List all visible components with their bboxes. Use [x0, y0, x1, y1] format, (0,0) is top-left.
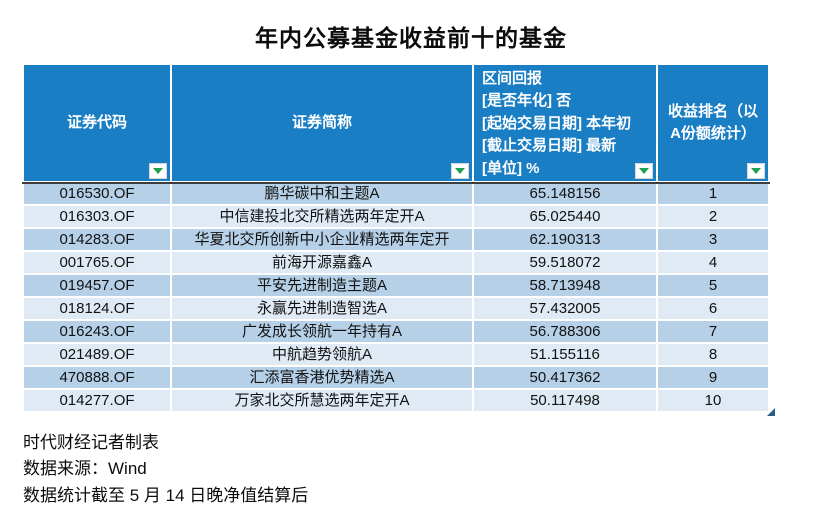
- cell-name: 永赢先进制造智选A: [172, 298, 472, 319]
- return-header-line: [起始交易日期] 本年初: [482, 114, 632, 132]
- cell-code: 021489.OF: [24, 344, 170, 365]
- cell-rank: 2: [658, 206, 768, 227]
- table-row: 019457.OF 平安先进制造主题A 58.713948 5: [24, 275, 768, 296]
- cell-return: 57.432005: [474, 298, 656, 319]
- filter-arrow-icon: [639, 168, 649, 174]
- cell-return: 50.117498: [474, 390, 656, 411]
- header-row: 证券代码 证券简称 区间回报 [是否年化] 否 [起始交易日期] 本年初 [截止…: [24, 65, 768, 181]
- cell-code: 014283.OF: [24, 229, 170, 250]
- filter-button-code[interactable]: [149, 163, 167, 179]
- cell-return: 51.155116: [474, 344, 656, 365]
- header-bottom-border: [22, 182, 770, 184]
- cell-code: 016530.OF: [24, 183, 170, 204]
- cell-rank: 1: [658, 183, 768, 204]
- fund-table-container: 证券代码 证券简称 区间回报 [是否年化] 否 [起始交易日期] 本年初 [截止…: [22, 63, 775, 416]
- table-row: 001765.OF 前海开源嘉鑫A 59.518072 4: [24, 252, 768, 273]
- cell-rank: 6: [658, 298, 768, 319]
- filter-button-return[interactable]: [635, 163, 653, 179]
- table-row: 016243.OF 广发成长领航一年持有A 56.788306 7: [24, 321, 768, 342]
- cell-rank: 7: [658, 321, 768, 342]
- return-header-line: 区间回报: [482, 70, 543, 87]
- cell-return: 56.788306: [474, 321, 656, 342]
- cell-code: 019457.OF: [24, 275, 170, 296]
- filter-arrow-icon: [751, 168, 761, 174]
- cell-return: 65.025440: [474, 206, 656, 227]
- filter-arrow-icon: [153, 168, 163, 174]
- fill-handle-icon[interactable]: [767, 408, 775, 416]
- cell-name: 汇添富香港优势精选A: [172, 367, 472, 388]
- table-row: 018124.OF 永赢先进制造智选A 57.432005 6: [24, 298, 768, 319]
- return-header-line: [截止交易日期] 最新: [482, 137, 617, 155]
- table-row: 014277.OF 万家北交所慧选两年定开A 50.117498 10: [24, 390, 768, 411]
- cell-name: 广发成长领航一年持有A: [172, 321, 472, 342]
- cell-name: 中航趋势领航A: [172, 344, 472, 365]
- cell-name: 中信建投北交所精选两年定开A: [172, 206, 472, 227]
- cell-return: 65.148156: [474, 183, 656, 204]
- cell-code: 018124.OF: [24, 298, 170, 319]
- filter-button-rank[interactable]: [747, 163, 765, 179]
- column-header-name: 证券简称: [172, 65, 472, 181]
- table-row: 021489.OF 中航趋势领航A 51.155116 8: [24, 344, 768, 365]
- cell-return: 59.518072: [474, 252, 656, 273]
- table-row: 016303.OF 中信建投北交所精选两年定开A 65.025440 2: [24, 206, 768, 227]
- table-row: 470888.OF 汇添富香港优势精选A 50.417362 9: [24, 367, 768, 388]
- filter-arrow-icon: [455, 168, 465, 174]
- cell-code: 470888.OF: [24, 367, 170, 388]
- return-header-line: [单位] %: [482, 159, 540, 177]
- cell-name: 鹏华碳中和主题A: [172, 183, 472, 204]
- footer-cutoff: 数据统计截至 5 月 14 日晚净值结算后: [23, 485, 309, 505]
- cell-name: 前海开源嘉鑫A: [172, 252, 472, 273]
- cell-name: 万家北交所慧选两年定开A: [172, 390, 472, 411]
- rank-header-line2: A份额统计）: [670, 125, 756, 142]
- cell-rank: 10: [658, 390, 768, 411]
- cell-rank: 8: [658, 344, 768, 365]
- cell-return: 58.713948: [474, 275, 656, 296]
- cell-code: 016303.OF: [24, 206, 170, 227]
- column-header-name-label: 证券简称: [291, 114, 352, 131]
- cell-return: 62.190313: [474, 229, 656, 250]
- cell-rank: 9: [658, 367, 768, 388]
- column-header-return: 区间回报 [是否年化] 否 [起始交易日期] 本年初 [截止交易日期] 最新 […: [474, 65, 656, 181]
- cell-name: 平安先进制造主题A: [172, 275, 472, 296]
- column-header-rank: 收益排名（以 A份额统计）: [658, 65, 768, 181]
- cell-code: 016243.OF: [24, 321, 170, 342]
- cell-rank: 3: [658, 229, 768, 250]
- cell-code: 014277.OF: [24, 390, 170, 411]
- fund-table: 证券代码 证券简称 区间回报 [是否年化] 否 [起始交易日期] 本年初 [截止…: [22, 63, 770, 413]
- cell-rank: 5: [658, 275, 768, 296]
- page-title: 年内公募基金收益前十的基金: [255, 25, 567, 51]
- column-header-code-label: 证券代码: [66, 114, 127, 131]
- return-header-line: [是否年化] 否: [482, 92, 572, 110]
- table-notes: 时代财经记者制表 数据来源：Wind 数据统计截至 5 月 14 日晚净值结算后: [23, 430, 308, 509]
- column-header-code: 证券代码: [24, 65, 170, 181]
- table-row: 014283.OF 华夏北交所创新中小企业精选两年定开 62.190313 3: [24, 229, 768, 250]
- table-row: 016530.OF 鹏华碳中和主题A 65.148156 1: [24, 183, 768, 204]
- rank-header-line1: 收益排名（以: [667, 103, 758, 120]
- cell-code: 001765.OF: [24, 252, 170, 273]
- filter-button-name[interactable]: [451, 163, 469, 179]
- cell-return: 50.417362: [474, 367, 656, 388]
- cell-rank: 4: [658, 252, 768, 273]
- footer-credit: 时代财经记者制表: [23, 433, 159, 452]
- footer-source: 数据来源：Wind: [23, 459, 147, 479]
- cell-name: 华夏北交所创新中小企业精选两年定开: [172, 229, 472, 250]
